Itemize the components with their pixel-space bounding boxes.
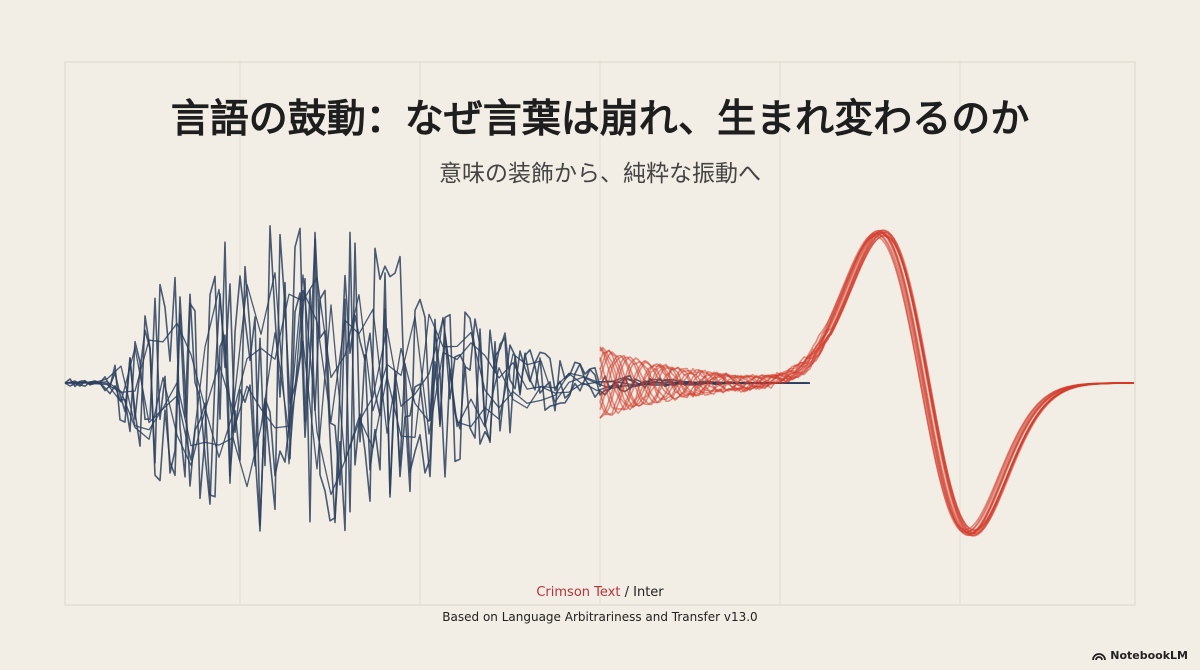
- wave-stroke: [599, 234, 1134, 532]
- brand: NotebookLM: [1092, 649, 1188, 662]
- separator: /: [624, 585, 629, 600]
- brand-logo: [1092, 652, 1107, 660]
- wave-stroke: [599, 231, 1134, 535]
- brand-name: NotebookLM: [1110, 649, 1188, 662]
- waves: [64, 225, 1135, 537]
- font-credits: Crimson Text / Inter: [0, 585, 1200, 600]
- wave-stroke: [599, 231, 1134, 535]
- wave-stroke: [599, 230, 1134, 536]
- font-secondary: Inter: [633, 585, 664, 600]
- subtitle: 意味の装飾から、純粋な振動へ: [439, 161, 761, 187]
- source: Based on Language Arbitrariness and Tran…: [442, 610, 758, 624]
- title: 言語の鼓動：なぜ言葉は崩れ、生まれ変わるのか: [170, 97, 1030, 142]
- wave-stroke: [599, 233, 1134, 533]
- font-primary: Crimson Text: [536, 585, 621, 600]
